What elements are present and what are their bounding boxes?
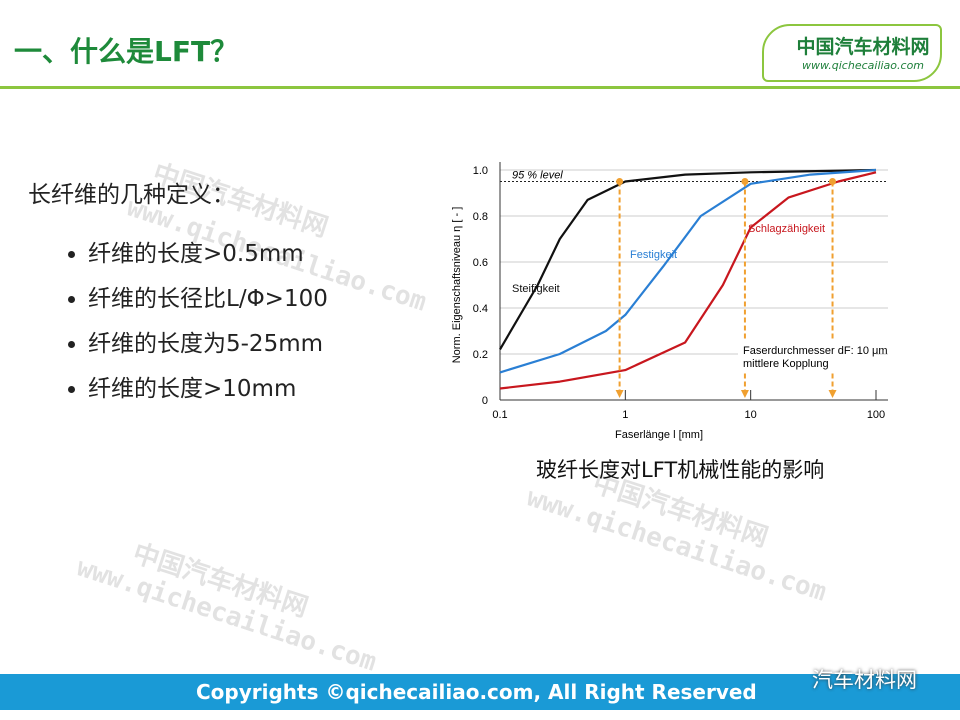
series-line [499,168,877,374]
y-tick-label: 0 [482,395,488,407]
title-rule [0,86,960,89]
marker-arrow [828,390,837,398]
bullet: 纤维的长度>10mm [88,367,328,412]
series-label: Festigkeit [630,249,677,261]
y-tick-label: 1.0 [473,165,488,177]
y-tick-label: 0.4 [473,303,488,315]
y-tick-label: 0.6 [473,257,488,269]
x-axis-label: Faserlänge l [mm] [615,429,703,441]
bullet: 纤维的长径比L/Φ>100 [88,277,328,322]
y-tick-label: 0.2 [473,349,488,361]
series-label: Schlagzähigkeit [748,223,825,235]
bullet-list: 纤维的长度>0.5mm 纤维的长径比L/Φ>100 纤维的长度为5-25mm 纤… [48,232,328,412]
logo: 中国汽车材料网 www.qichecailiao.com [762,24,942,82]
bullet: 纤维的长度为5-25mm [88,322,328,367]
x-tick-label: 100 [867,409,885,421]
x-tick-label: 1 [622,409,628,421]
marker-arrow [615,390,624,398]
logo-url: www.qichecailiao.com [801,59,925,72]
y-axis-label: Norm. Eigenschaftsniveau η [ - ] [451,207,463,364]
footer: Copyrights ©qichecailiao.com, All Right … [0,674,960,710]
bullet: 纤维的长度>0.5mm [88,232,328,277]
heading: 长纤维的几种定义： [28,182,235,208]
caption: 玻纤长度对LFT机械性能的影响 [536,458,825,482]
marker-arrow [740,390,749,398]
slide-title: 一、什么是LFT？ [14,35,239,68]
annotation: Faserdurchmesser dF: 10 μm [743,345,888,357]
wechat-label: 汽车材料网 [812,668,917,692]
y-tick-label: 0.8 [473,211,488,223]
series-line [499,171,877,390]
marker-dot [741,178,749,185]
marker-dot [829,178,837,185]
series-label: Steifigkeit [512,283,560,295]
marker-dot [616,178,624,185]
reference-label: 95 % level [512,170,563,182]
logo-name: 中国汽车材料网 [796,36,930,58]
annotation: mittlere Kopplung [743,358,829,370]
x-tick-label: 0.1 [492,409,507,421]
note-box [738,340,876,372]
series-line [499,168,877,350]
x-tick-label: 10 [745,409,757,421]
